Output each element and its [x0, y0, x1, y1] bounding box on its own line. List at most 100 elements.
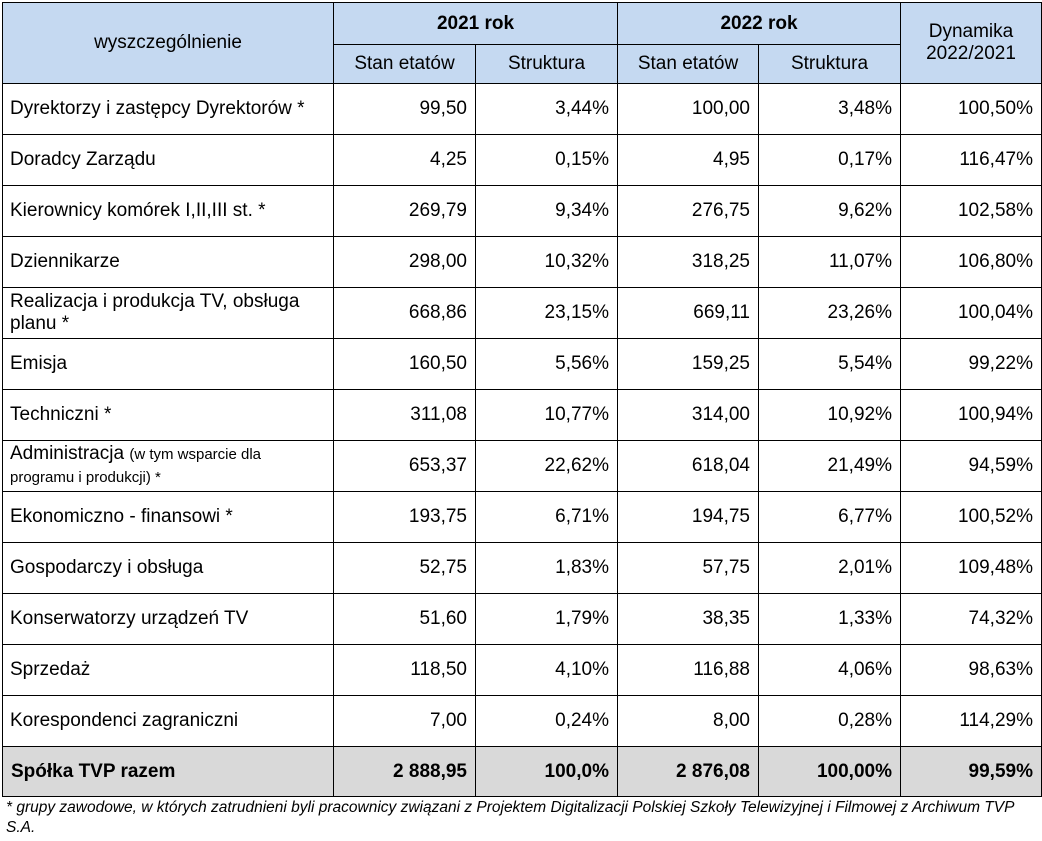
cell-stan-2021: 311,08 [333, 389, 476, 441]
table-body: Dyrektorzy i zastępcy Dyrektorów * 99,50 3… [2, 83, 1042, 747]
cell-struktura-2022: 0,17% [758, 134, 901, 186]
cell-stan-2021: 51,60 [333, 593, 476, 645]
row-label-note: (w tym wsparcie dla programu i produkcji… [10, 446, 262, 486]
cell-stan-2022: 318,25 [617, 236, 759, 288]
row-label-text: Konserwatorzy urządzeń TV [10, 608, 249, 629]
cell-dynamics: 100,52% [900, 491, 1042, 543]
header-struktura-2022: Struktura [758, 44, 901, 84]
header-year-2022: 2022 rok [617, 2, 901, 45]
cell-struktura-2021: 1,83% [475, 542, 618, 594]
row-label-text: Sprzedaż [10, 659, 91, 680]
row-label: Techniczni * [2, 389, 334, 441]
header-stan-2022: Stan etatów [617, 44, 759, 84]
footnote: * grupy zawodowe, w których zatrudnieni … [6, 799, 1014, 836]
row-label-text: Techniczni * [10, 404, 112, 425]
total-label: Spółka TVP razem [2, 746, 334, 797]
cell-stan-2022: 314,00 [617, 389, 759, 441]
cell-struktura-2022: 6,77% [758, 491, 901, 543]
cell-struktura-2021: 10,77% [475, 389, 618, 441]
cell-stan-2022: 276,75 [617, 185, 759, 237]
total-stan-2021: 2 888,95 [333, 746, 476, 797]
table-row: Dyrektorzy i zastępcy Dyrektorów * 99,50 3… [2, 83, 1042, 135]
cell-struktura-2022: 1,33% [758, 593, 901, 645]
row-label-text: Emisja [10, 353, 68, 374]
cell-stan-2022: 100,00 [617, 83, 759, 135]
cell-stan-2022: 159,25 [617, 338, 759, 390]
cell-dynamics: 99,22% [900, 338, 1042, 390]
header-dynamics-line1: Dynamika [928, 21, 1014, 42]
row-label: Emisja [2, 338, 334, 390]
header-dynamics-line2: 2022/2021 [926, 43, 1016, 64]
cell-dynamics: 100,94% [900, 389, 1042, 441]
total-row: Spółka TVP razem 2 888,95 100,0% 2 876,0… [2, 746, 1042, 797]
cell-struktura-2022: 10,92% [758, 389, 901, 441]
cell-stan-2021: 4,25 [333, 134, 476, 186]
row-label-text: Doradcy Zarządu [10, 149, 156, 170]
cell-stan-2021: 7,00 [333, 695, 476, 747]
cell-dynamics: 106,80% [900, 236, 1042, 288]
table-row: Techniczni * 311,08 10,77% 314,00 10,92% 100,… [2, 389, 1042, 441]
header-stan-2021: Stan etatów [333, 44, 476, 84]
table-row: Korespondenci zagraniczni 7,00 0,24% 8,00 0,… [2, 695, 1042, 747]
table-row: Realizacja i produkcja TV, obsługa planu… [2, 287, 1042, 339]
cell-stan-2021: 99,50 [333, 83, 476, 135]
row-label: Doradcy Zarządu [2, 134, 334, 186]
row-label-text: Dyrektorzy i zastępcy Dyrektorów * [10, 98, 305, 119]
cell-stan-2021: 160,50 [333, 338, 476, 390]
cell-struktura-2022: 0,28% [758, 695, 901, 747]
row-label-text: Dziennikarze [10, 251, 120, 272]
table-row: Konserwatorzy urządzeń TV 51,60 1,79% 38,35… [2, 593, 1042, 645]
cell-stan-2021: 668,86 [333, 287, 476, 339]
cell-stan-2022: 194,75 [617, 491, 759, 543]
row-label-text: Kierownicy komórek I,II,III st. * [10, 200, 266, 221]
cell-stan-2021: 118,50 [333, 644, 476, 696]
table-row: Kierownicy komórek I,II,III st. * 269,79 9… [2, 185, 1042, 237]
table-row: Emisja 160,50 5,56% 159,25 5,54% 99,22% [2, 338, 1042, 390]
cell-dynamics: 102,58% [900, 185, 1042, 237]
cell-struktura-2022: 23,26% [758, 287, 901, 339]
cell-dynamics: 114,29% [900, 695, 1042, 747]
cell-stan-2021: 52,75 [333, 542, 476, 594]
row-label-text: Ekonomiczno - finansowi * [10, 506, 233, 527]
row-label: Kierownicy komórek I,II,III st. * [2, 185, 334, 237]
cell-dynamics: 94,59% [900, 440, 1042, 492]
cell-stan-2022: 8,00 [617, 695, 759, 747]
cell-stan-2021: 269,79 [333, 185, 476, 237]
cell-dynamics: 98,63% [900, 644, 1042, 696]
staffing-table: wyszczególnienie 2021 rok 2022 rok Dynam… [2, 2, 1042, 797]
cell-struktura-2021: 22,62% [475, 440, 618, 492]
cell-struktura-2022: 9,62% [758, 185, 901, 237]
row-label: Korespondenci zagraniczni [2, 695, 334, 747]
table-row: Doradcy Zarządu 4,25 0,15% 4,95 0,17% 116,47% [2, 134, 1042, 186]
cell-struktura-2022: 11,07% [758, 236, 901, 288]
cell-struktura-2021: 6,71% [475, 491, 618, 543]
cell-stan-2022: 4,95 [617, 134, 759, 186]
table-row: Ekonomiczno - finansowi * 193,75 6,71% 194,… [2, 491, 1042, 543]
total-struktura-2022: 100,00% [758, 746, 901, 797]
row-label: Dyrektorzy i zastępcy Dyrektorów * [2, 83, 334, 135]
header-struktura-2021: Struktura [475, 44, 618, 84]
cell-struktura-2022: 21,49% [758, 440, 901, 492]
header-label-column: wyszczególnienie [2, 2, 334, 84]
cell-struktura-2021: 0,24% [475, 695, 618, 747]
cell-struktura-2021: 9,34% [475, 185, 618, 237]
cell-struktura-2021: 5,56% [475, 338, 618, 390]
cell-dynamics: 109,48% [900, 542, 1042, 594]
row-label: Gospodarczy i obsługa [2, 542, 334, 594]
cell-dynamics: 100,50% [900, 83, 1042, 135]
row-label-text: Realizacja i produkcja TV, obsługa planu… [10, 291, 300, 334]
total-dynamics: 99,59% [900, 746, 1042, 797]
row-label: Dziennikarze [2, 236, 334, 288]
cell-struktura-2021: 3,44% [475, 83, 618, 135]
cell-struktura-2021: 10,32% [475, 236, 618, 288]
row-label: Sprzedaż [2, 644, 334, 696]
cell-stan-2022: 57,75 [617, 542, 759, 594]
cell-stan-2021: 653,37 [333, 440, 476, 492]
cell-stan-2021: 298,00 [333, 236, 476, 288]
total-struktura-2021: 100,0% [475, 746, 618, 797]
cell-struktura-2021: 0,15% [475, 134, 618, 186]
row-label: Administracja (w tym wsparcie dla progra… [2, 440, 334, 492]
table-row: Dziennikarze 298,00 10,32% 318,25 11,07% 106,… [2, 236, 1042, 288]
table-row: Administracja (w tym wsparcie dla progra… [2, 440, 1042, 492]
cell-stan-2021: 193,75 [333, 491, 476, 543]
